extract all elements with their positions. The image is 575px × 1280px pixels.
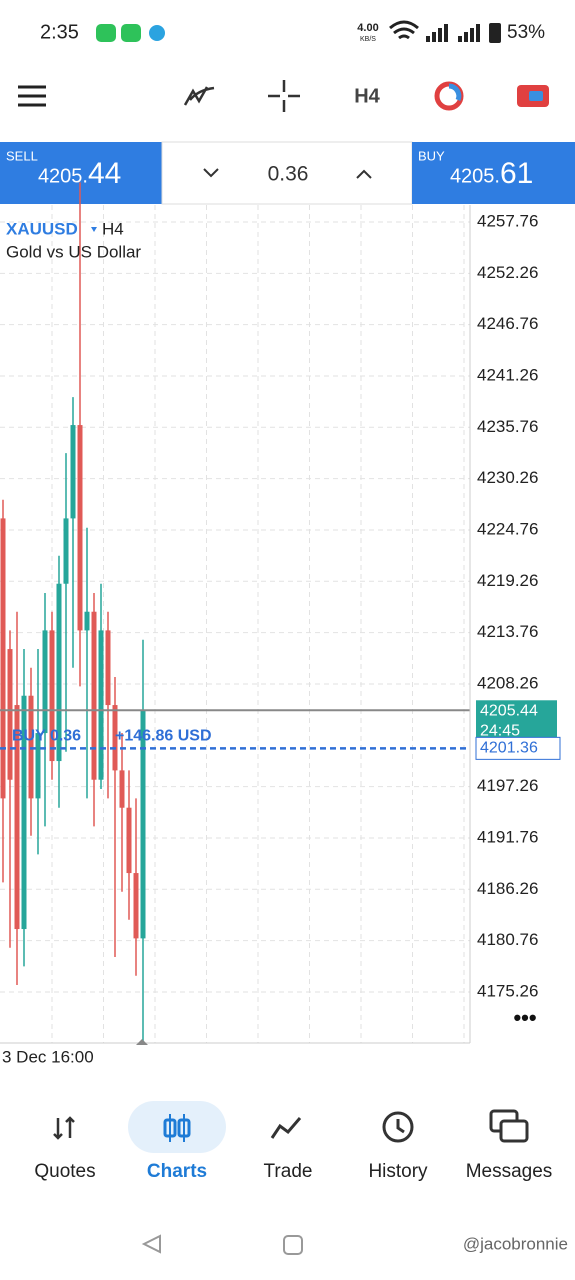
sell-button[interactable]	[0, 142, 162, 204]
buy-price-prefix: 4205.	[450, 165, 500, 187]
position-label: BUY 0.36	[12, 728, 81, 745]
home-button[interactable]	[283, 1235, 303, 1255]
bid-tag	[476, 700, 557, 741]
battery-level: 53%	[507, 22, 545, 43]
history-icon	[382, 1111, 414, 1143]
y-tick-label: 4241.26	[477, 365, 538, 384]
net-unit: KB/S	[360, 36, 376, 43]
y-tick-label: 4219.26	[477, 571, 538, 590]
app-icon	[149, 25, 165, 41]
candle-body	[42, 630, 48, 734]
candle-body	[0, 518, 6, 799]
charts-icon	[177, 1118, 191, 1138]
candle-body	[105, 630, 111, 706]
sell-price-prefix: 4205.	[38, 165, 88, 187]
buy-button[interactable]	[412, 142, 575, 204]
candle-body	[126, 807, 132, 874]
quotes-icon	[53, 1116, 75, 1140]
nav-label[interactable]: Quotes	[34, 1161, 95, 1182]
y-tick-label: 4186.26	[477, 879, 538, 898]
more-button[interactable]: •••	[513, 1005, 536, 1030]
candle-body	[63, 518, 69, 584]
objects-button-accent	[448, 83, 462, 101]
candle-body	[49, 630, 55, 762]
y-tick-label: 4235.76	[477, 417, 538, 436]
indicators-button[interactable]	[183, 86, 215, 106]
trade-icon	[270, 1117, 302, 1139]
active-tab-pill	[128, 1101, 226, 1153]
time-label: 3 Dec 16:00	[2, 1047, 94, 1066]
wifi-icon	[389, 20, 419, 40]
candle-body	[77, 425, 83, 631]
watermark: @jacobronnie	[463, 1234, 568, 1253]
menu-button[interactable]	[18, 85, 46, 107]
app-icon	[96, 24, 116, 42]
crosshair-button[interactable]	[268, 80, 300, 112]
candle-body	[7, 649, 13, 780]
candle-body	[70, 425, 76, 519]
candle-body	[14, 705, 20, 930]
buy-label: BUY	[418, 148, 445, 163]
timeframe-button[interactable]: H4	[354, 85, 380, 107]
y-tick-label: 4257.76	[477, 211, 538, 230]
app-icon	[121, 24, 141, 42]
trade-button-accent	[529, 91, 543, 101]
y-tick-label: 4213.76	[477, 622, 538, 641]
nav-label[interactable]: History	[368, 1161, 428, 1182]
y-tick-label: 4224.76	[477, 519, 538, 538]
sell-label: SELL	[6, 148, 38, 163]
candles	[0, 182, 146, 1042]
symbol-description: Gold vs US Dollar	[6, 242, 141, 261]
volume-decrease[interactable]	[203, 168, 219, 178]
clock: 2:35	[40, 21, 79, 43]
signal-icon	[426, 24, 480, 42]
net-speed: 4.00	[357, 22, 378, 34]
bid-price: 4205.44	[480, 703, 538, 720]
y-tick-label: 4197.26	[477, 776, 538, 795]
y-tick-label: 4246.76	[477, 314, 538, 333]
volume-increase[interactable]	[356, 169, 372, 179]
candle-body	[28, 695, 34, 799]
candle-body	[140, 710, 146, 939]
time-marker	[136, 1039, 148, 1045]
y-tick-label: 4191.76	[477, 827, 538, 846]
position-profit: +146.86 USD	[115, 728, 212, 745]
candle-body	[133, 873, 139, 939]
bar-countdown: 24:45	[480, 723, 520, 740]
candle-body	[112, 705, 118, 771]
nav-label[interactable]: Trade	[264, 1161, 313, 1182]
volume[interactable]: 0.36	[268, 163, 309, 186]
bottom-nav: Quotes Charts Trade History Messages	[34, 1161, 552, 1182]
position-price: 4201.36	[480, 740, 538, 757]
sell-price-suffix: 44	[88, 157, 121, 190]
y-tick-label: 4208.26	[477, 673, 538, 692]
candle-body	[35, 733, 41, 799]
symbol[interactable]: XAUUSD	[6, 219, 78, 238]
nav-label[interactable]: Charts	[147, 1161, 207, 1182]
buy-price-suffix: 61	[500, 157, 533, 190]
candle-body	[56, 583, 62, 762]
candle-body	[91, 611, 97, 780]
y-tick-label: 4180.76	[477, 930, 538, 949]
candle-body	[21, 695, 27, 930]
symbol-dropdown[interactable]	[91, 227, 97, 232]
y-tick-label: 4175.26	[477, 981, 538, 1000]
chart-timeframe: H4	[102, 219, 124, 238]
back-button[interactable]	[141, 1234, 161, 1254]
charts-icon	[163, 1118, 177, 1138]
y-tick-label: 4252.26	[477, 263, 538, 282]
candle-body	[119, 770, 125, 808]
y-tick-label: 4230.26	[477, 468, 538, 487]
battery-icon	[489, 23, 501, 43]
nav-label[interactable]: Messages	[466, 1161, 553, 1182]
candle-body	[98, 630, 104, 780]
candle-body	[84, 611, 90, 631]
chart: 4257.76 4252.26 4246.76 4241.26 4235.76 4230.…	[0, 182, 561, 1043]
position-tag	[475, 736, 561, 760]
